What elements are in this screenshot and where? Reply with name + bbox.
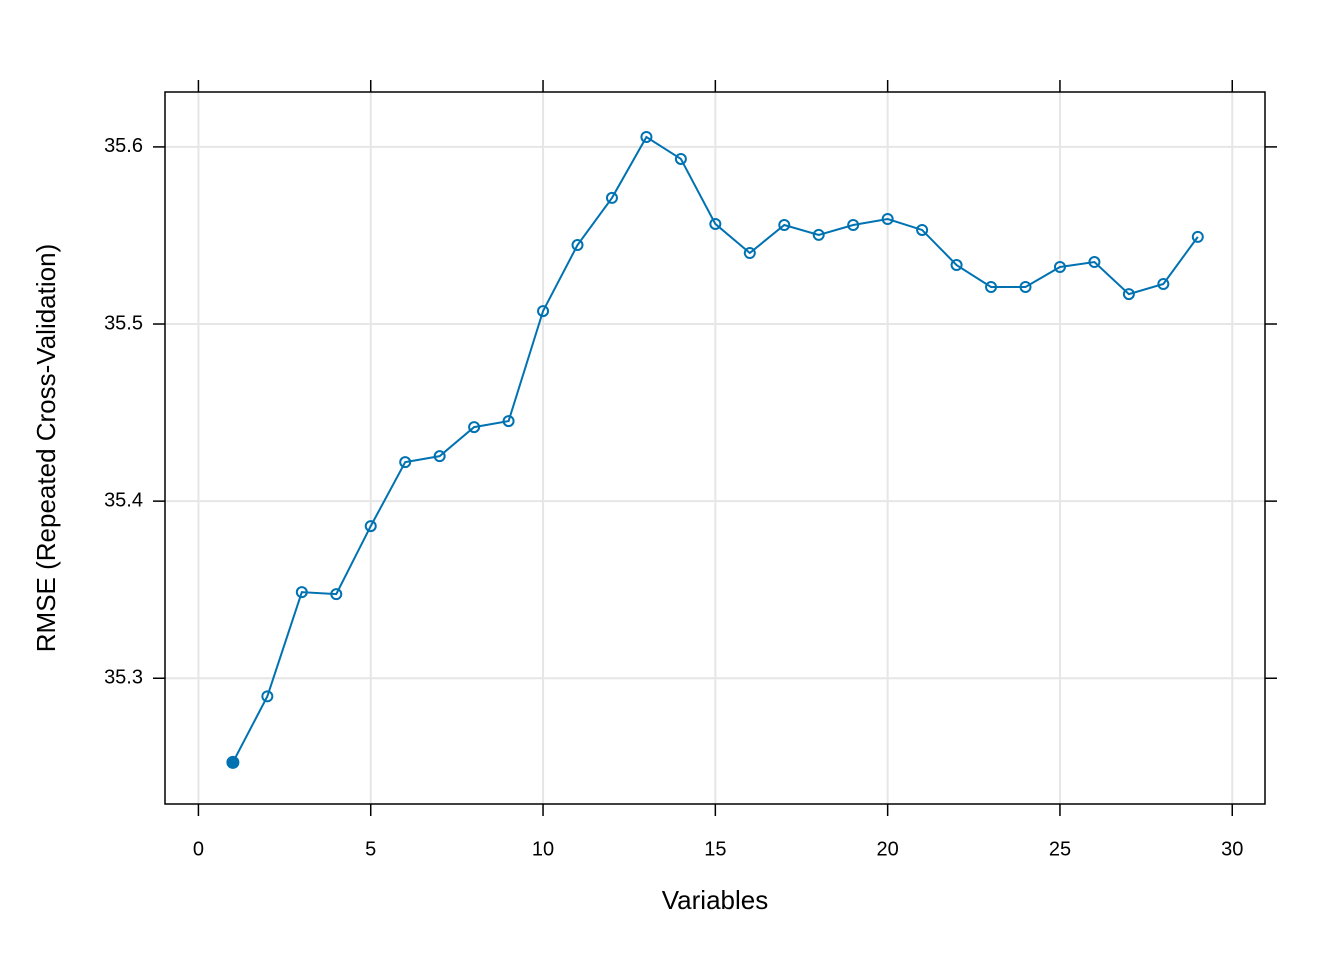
point <box>950 259 963 272</box>
y-tick-label: 35.3 <box>104 667 143 689</box>
point <box>399 456 412 469</box>
x-tick-label: 30 <box>1221 838 1243 860</box>
point <box>778 219 791 232</box>
point <box>1191 230 1204 243</box>
x-tick-label: 25 <box>1049 838 1071 860</box>
point <box>364 520 377 533</box>
point <box>674 152 687 165</box>
x-tick-label: 15 <box>704 838 726 860</box>
point <box>537 305 550 318</box>
point <box>1157 277 1170 290</box>
y-axis-label: RMSE (Repeated Cross-Validation) <box>31 244 61 652</box>
point <box>1122 288 1135 301</box>
point <box>502 415 515 428</box>
point <box>709 217 722 230</box>
point <box>881 212 894 225</box>
y-tick-label: 35.6 <box>104 135 143 157</box>
point <box>743 246 756 259</box>
point <box>916 223 929 236</box>
x-tick-label: 0 <box>193 838 204 860</box>
point <box>1053 260 1066 273</box>
y-tick-label: 35.5 <box>104 312 143 334</box>
point <box>468 421 481 434</box>
highlighted-point <box>226 755 240 769</box>
line <box>232 135 1199 763</box>
point <box>1088 256 1101 269</box>
x-tick-label: 5 <box>365 838 376 860</box>
point <box>433 450 446 463</box>
point <box>605 191 618 204</box>
point <box>1019 281 1032 294</box>
x-tick-label: 10 <box>532 838 554 860</box>
point <box>330 588 343 601</box>
point <box>985 281 998 294</box>
x-tick-label: 20 <box>877 838 899 860</box>
point <box>295 586 308 599</box>
point <box>640 130 653 143</box>
point <box>812 228 825 241</box>
y-tick-label: 35.4 <box>104 489 143 511</box>
x-axis-label: Variables <box>662 885 768 915</box>
point <box>847 219 860 232</box>
point <box>261 690 274 703</box>
point <box>571 239 584 252</box>
